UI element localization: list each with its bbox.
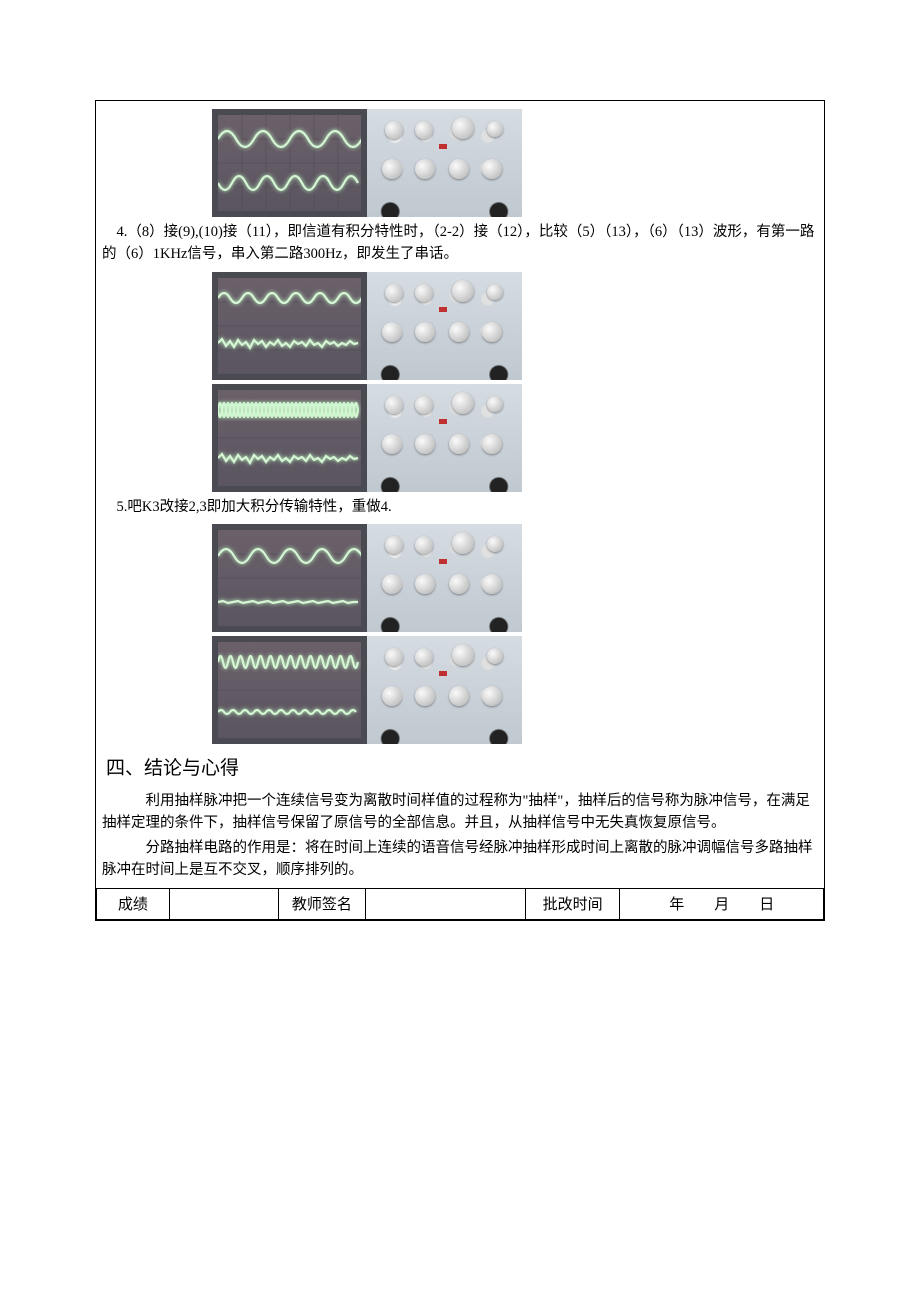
oscilloscope-photo [212, 272, 367, 380]
conclusion-p2: 分路抽样电路的作用是：将在时间上连续的语音信号经脉冲抽样形成时间上离散的脉冲调幅… [102, 837, 818, 882]
instrument-photo [367, 524, 522, 632]
oscilloscope-photo [212, 636, 367, 744]
instrument-photo [367, 636, 522, 744]
figure-row-4 [102, 524, 818, 632]
table-row: 成绩 教师签名 批改时间 年 月 日 [97, 888, 824, 919]
footer-table: 成绩 教师签名 批改时间 年 月 日 [96, 888, 824, 920]
content-area: 4.（8）接(9),(10)接（11），即信道有积分特性时，（2-2）接（12）… [96, 101, 824, 888]
figure-row-1 [102, 109, 818, 217]
scope-screen-icon [218, 115, 361, 211]
scope-screen-icon [218, 530, 361, 626]
scope-screen-icon [218, 278, 361, 374]
cell-score-label: 成绩 [97, 888, 170, 919]
instrument-photo [367, 109, 522, 217]
section-4-title: 四、结论与心得 [106, 754, 818, 783]
page: 4.（8）接(9),(10)接（11），即信道有积分特性时，（2-2）接（12）… [0, 0, 920, 1302]
cell-date-value: 年 月 日 [620, 888, 824, 919]
cell-date-label: 批改时间 [525, 888, 620, 919]
scope-screen-icon [218, 642, 361, 738]
oscilloscope-photo [212, 384, 367, 492]
conclusion-p1: 利用抽样脉冲把一个连续信号变为离散时间样值的过程称为"抽样"，抽样后的信号称为脉… [102, 790, 818, 835]
figure-row-5 [102, 636, 818, 744]
paragraph-5: 5.吧K3改接2,3即加大积分传输特性，重做4. [102, 496, 818, 518]
cell-score-value [169, 888, 278, 919]
paragraph-4: 4.（8）接(9),(10)接（11），即信道有积分特性时，（2-2）接（12）… [102, 221, 818, 266]
figure-row-2 [102, 272, 818, 380]
oscilloscope-photo [212, 524, 367, 632]
cell-sign-label: 教师签名 [278, 888, 365, 919]
figure-row-3 [102, 384, 818, 492]
oscilloscope-photo [212, 109, 367, 217]
instrument-photo [367, 384, 522, 492]
content-box: 4.（8）接(9),(10)接（11），即信道有积分特性时，（2-2）接（12）… [95, 100, 825, 921]
cell-sign-value [365, 888, 525, 919]
instrument-photo [367, 272, 522, 380]
scope-screen-icon [218, 390, 361, 486]
